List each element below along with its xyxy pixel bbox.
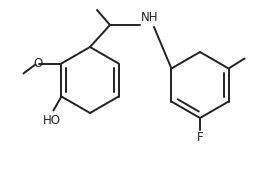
- Text: NH: NH: [141, 11, 158, 24]
- Text: HO: HO: [42, 114, 60, 127]
- Text: F: F: [197, 131, 203, 144]
- Text: O: O: [34, 57, 43, 70]
